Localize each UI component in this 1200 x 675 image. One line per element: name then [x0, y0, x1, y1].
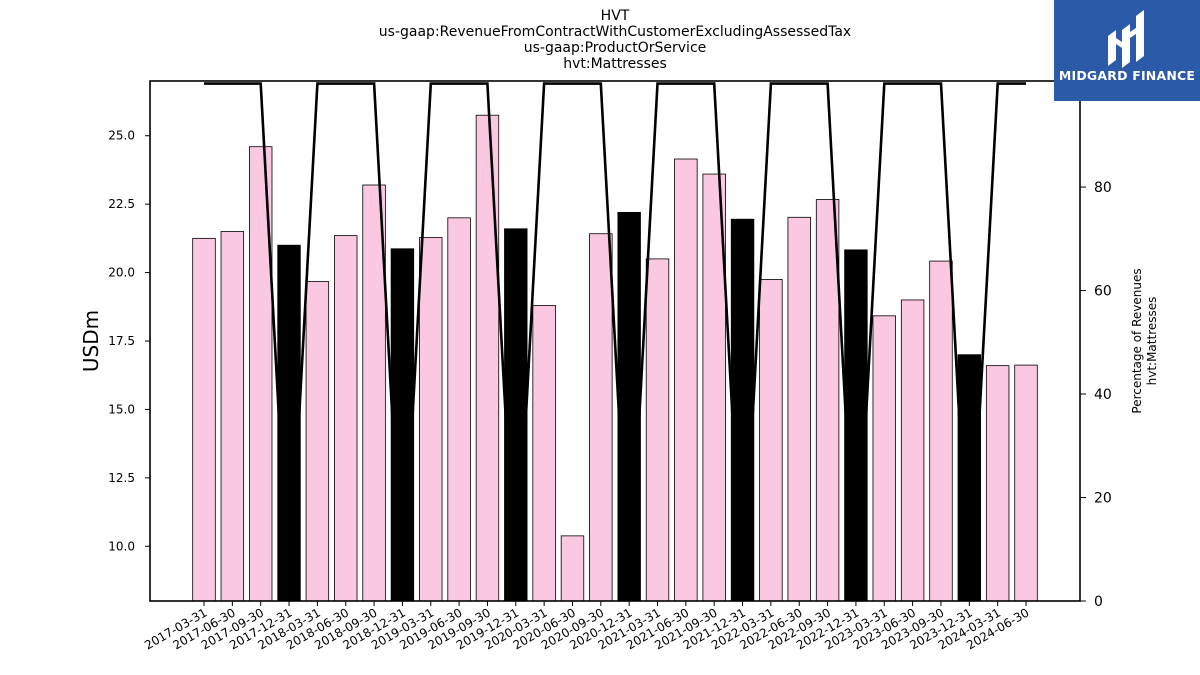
- y2-tick-label: 20: [1094, 491, 1112, 507]
- y-axis-label: USDm: [79, 310, 103, 372]
- y2-axis-label-line-1: Percentage of Revenues: [1130, 268, 1144, 413]
- bar-2022-03-31: [759, 279, 783, 602]
- y-tick-label: 12.5: [108, 471, 135, 485]
- bar-2018-06-30: [334, 235, 358, 602]
- logo-text: MIDGARD FINANCE: [1058, 68, 1196, 83]
- y-tick-label: 10.0: [108, 539, 135, 553]
- bar-2020-12-31: [617, 211, 641, 602]
- bar-2020-09-30: [589, 233, 613, 602]
- bar-2019-06-30: [447, 217, 471, 602]
- bar-2019-12-31: [504, 228, 528, 602]
- bar-2020-03-31: [532, 305, 556, 602]
- y-tick-label: 25.0: [108, 129, 135, 143]
- title-line-4: hvt:Mattresses: [563, 56, 667, 72]
- title-line-2: us-gaap:RevenueFromContractWithCustomerE…: [379, 24, 851, 40]
- title-line-1: HVT: [601, 8, 630, 24]
- line-group: [204, 82, 1026, 602]
- bar-2024-06-30: [1014, 364, 1038, 602]
- y2-axis-label-line-2: hvt:Mattresses: [1145, 297, 1159, 386]
- bar-2024-03-31: [985, 365, 1010, 602]
- bar-2023-03-31: [872, 315, 896, 602]
- brand-logo: MIDGARD FINANCE: [1054, 0, 1200, 101]
- y-tick-label: 17.5: [108, 334, 135, 348]
- bar-2017-12-31: [277, 244, 301, 602]
- bar-2018-12-31: [390, 248, 415, 602]
- bar-2022-09-30: [815, 199, 840, 602]
- bar-2021-12-31: [730, 218, 755, 602]
- chart-title: HVT us-gaap:RevenueFromContractWithCusto…: [379, 8, 851, 72]
- bar-2023-09-30: [929, 260, 953, 602]
- y-tick-label: 22.5: [108, 197, 135, 211]
- bar-2020-06-30: [560, 535, 585, 602]
- bar-2022-12-31: [844, 249, 868, 602]
- bar-2021-03-31: [645, 258, 670, 602]
- bar-2019-03-31: [419, 237, 443, 602]
- bar-2021-06-30: [674, 158, 698, 602]
- y2-tick-label: 0: [1094, 594, 1103, 610]
- title-line-3: us-gaap:ProductOrService: [524, 40, 707, 56]
- logo-mark-icon: [1108, 10, 1144, 68]
- bar-2018-03-31: [305, 281, 330, 602]
- y2-tick-label: 60: [1094, 284, 1112, 300]
- bar-2017-06-30: [220, 231, 245, 602]
- percentage-line: [204, 82, 1026, 602]
- y2-tick-label: 40: [1094, 387, 1112, 403]
- bar-2023-06-30: [900, 299, 925, 602]
- y-tick-label: 15.0: [108, 402, 135, 416]
- y-tick-label: 20.0: [108, 266, 135, 280]
- bar-2017-03-31: [192, 237, 216, 602]
- y2-tick-label: 80: [1094, 180, 1112, 196]
- bar-2022-06-30: [787, 216, 811, 602]
- bar-2019-09-30: [475, 114, 500, 602]
